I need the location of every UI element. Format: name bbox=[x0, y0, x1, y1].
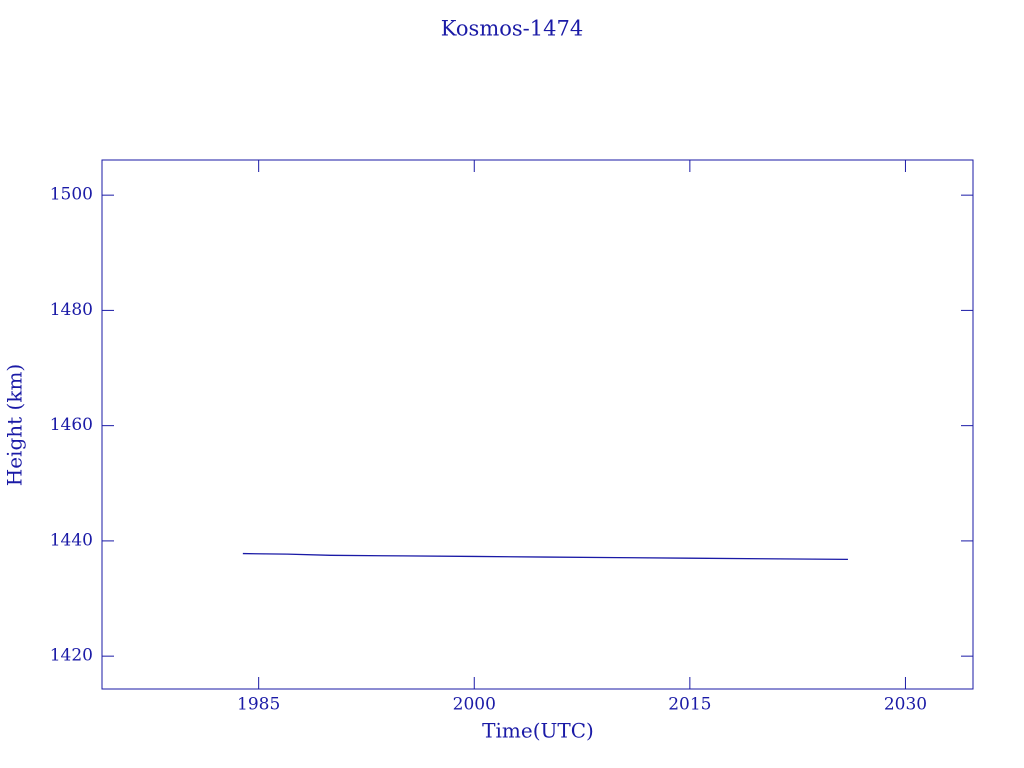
y-tick-label: 1420 bbox=[50, 646, 93, 666]
x-tick-label: 2030 bbox=[884, 695, 927, 715]
x-tick-label: 2015 bbox=[668, 695, 711, 715]
y-tick-label: 1500 bbox=[50, 185, 93, 205]
y-tick-label: 1460 bbox=[50, 415, 93, 435]
y-tick-label: 1480 bbox=[50, 300, 93, 320]
plot-frame bbox=[101, 159, 974, 690]
x-tick-label: 1985 bbox=[237, 695, 280, 715]
y-axis-label: Height (km) bbox=[3, 364, 27, 486]
x-tick-label: 2000 bbox=[453, 695, 496, 715]
x-axis-label: Time(UTC) bbox=[482, 719, 594, 743]
chart-title: Kosmos-1474 bbox=[441, 17, 583, 41]
data-line bbox=[242, 552, 848, 560]
y-tick-label: 1440 bbox=[50, 530, 93, 550]
